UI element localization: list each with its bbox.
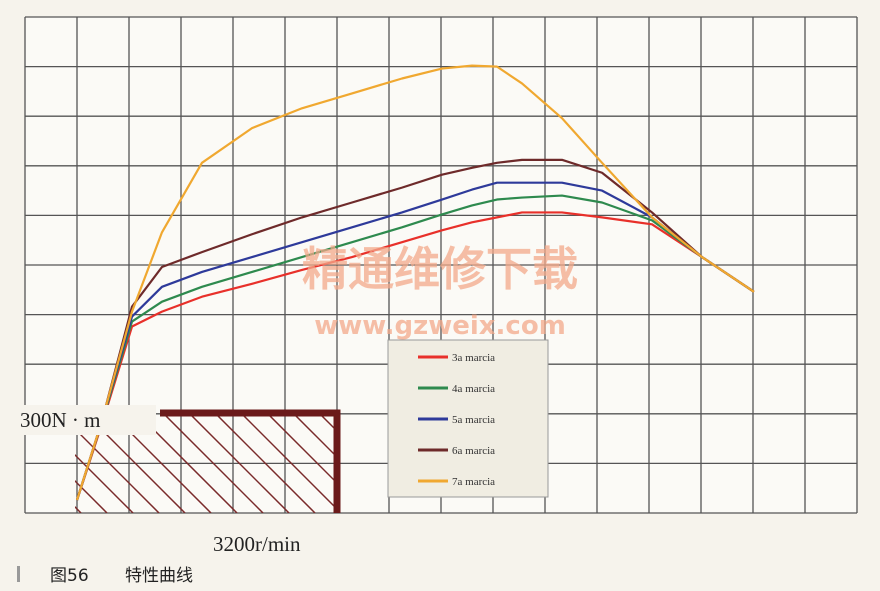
legend-items: 3a marcia 4a marcia 5a marcia 6a marcia 7a m… <box>418 352 495 488</box>
legend-label: 6a marcia <box>452 445 495 457</box>
legend-label: 5a marcia <box>452 414 495 426</box>
figure-label: 图56 <box>50 566 89 586</box>
legend-label: 7a marcia <box>452 476 495 488</box>
legend <box>387 339 549 498</box>
legend-label: 3a marcia <box>452 352 495 364</box>
series-line <box>75 211 755 501</box>
series-line <box>75 64 755 501</box>
watermark: 精通维修下载 <box>302 242 578 296</box>
annotation: 3200r/min <box>213 532 301 556</box>
label-bg <box>16 405 156 435</box>
caption-bar <box>17 566 20 582</box>
lines <box>75 64 755 501</box>
series-line <box>75 181 755 501</box>
annotation: 300N · m <box>20 408 101 432</box>
caption: 特性曲线 <box>125 566 193 586</box>
reference-box <box>160 409 341 513</box>
legend-label: 4a marcia <box>452 383 495 395</box>
series-line <box>75 158 755 501</box>
series-line <box>75 194 755 501</box>
watermark-url: www.gzweix.com <box>314 311 566 341</box>
